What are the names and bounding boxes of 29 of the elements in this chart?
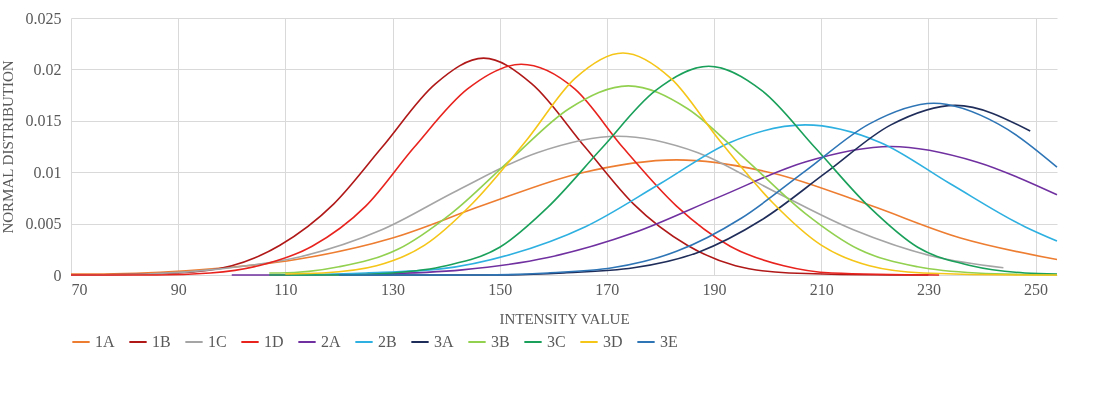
legend-label: 1B <box>152 333 171 350</box>
y-tick-label: 0.005 <box>25 215 62 233</box>
y-tick-label: 0.015 <box>25 112 62 130</box>
legend-label: 2B <box>378 333 397 350</box>
legend-label: 3D <box>603 333 623 350</box>
x-tick-label: 150 <box>488 280 513 298</box>
x-axis-title: INTENSITY VALUE <box>499 310 630 327</box>
y-tick-label: 0.02 <box>33 60 62 78</box>
x-tick-label: 110 <box>274 280 298 298</box>
legend-label: 1D <box>264 333 284 350</box>
x-tick-label: 210 <box>809 280 834 298</box>
x-tick-label: 70 <box>71 280 88 298</box>
legend-label: 1C <box>208 333 227 350</box>
y-tick-label: 0.01 <box>33 163 62 181</box>
legend-label: 1A <box>95 333 115 350</box>
legend-label: 2A <box>321 333 341 350</box>
x-tick-label: 190 <box>702 280 727 298</box>
y-tick-label: 0.025 <box>25 9 62 27</box>
x-tick-label: 250 <box>1024 280 1049 298</box>
y-axis-title: NORMAL DISTRIBUTION <box>0 60 16 234</box>
legend-label: 3E <box>660 333 678 350</box>
legend-label: 3B <box>491 333 510 350</box>
y-tick-label: 0 <box>53 266 62 284</box>
x-tick-label: 170 <box>595 280 620 298</box>
x-tick-label: 130 <box>381 280 406 298</box>
x-tick-label: 230 <box>916 280 941 298</box>
legend-label: 3C <box>547 333 566 350</box>
x-tick-label: 90 <box>170 280 187 298</box>
legend-label: 3A <box>434 333 454 350</box>
